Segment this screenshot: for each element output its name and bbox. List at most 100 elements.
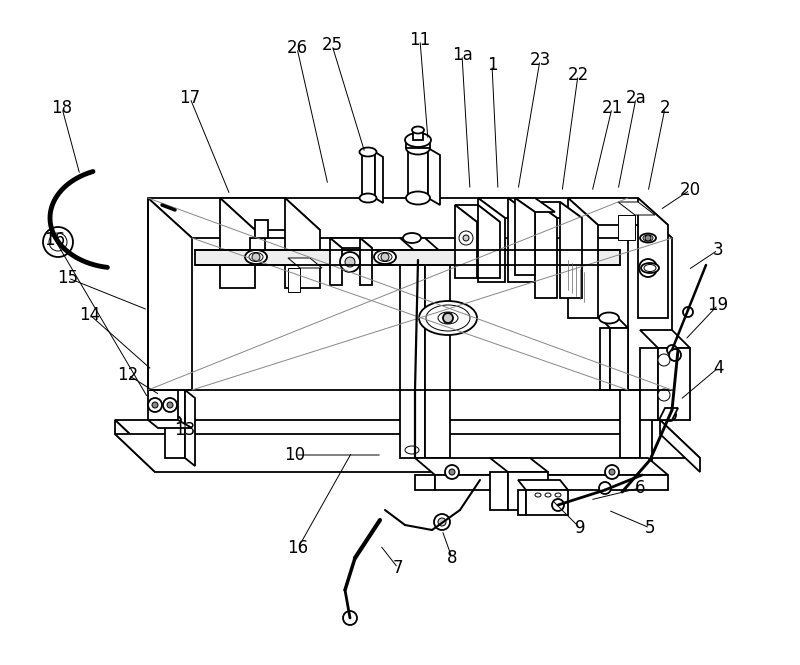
Polygon shape (362, 152, 375, 198)
Ellipse shape (419, 301, 477, 335)
Polygon shape (400, 260, 425, 458)
Circle shape (167, 402, 173, 408)
Circle shape (644, 264, 652, 272)
Polygon shape (148, 420, 192, 428)
Polygon shape (568, 198, 668, 225)
Circle shape (49, 233, 67, 251)
Ellipse shape (163, 415, 181, 425)
Ellipse shape (378, 253, 392, 261)
Circle shape (438, 518, 446, 526)
Polygon shape (535, 202, 582, 218)
Polygon shape (508, 198, 535, 282)
Circle shape (445, 465, 459, 479)
Polygon shape (640, 330, 690, 348)
Polygon shape (400, 238, 450, 260)
Text: 17: 17 (179, 89, 201, 107)
Circle shape (459, 231, 473, 245)
Text: 13: 13 (174, 421, 196, 439)
Polygon shape (413, 132, 423, 140)
Text: 18: 18 (51, 99, 73, 117)
Text: 14: 14 (79, 306, 101, 324)
Text: 19: 19 (707, 296, 729, 314)
Text: 26: 26 (286, 39, 307, 57)
Ellipse shape (426, 305, 470, 331)
Polygon shape (478, 205, 500, 278)
Polygon shape (288, 268, 300, 292)
Ellipse shape (535, 493, 541, 497)
Polygon shape (515, 198, 535, 275)
Polygon shape (628, 198, 672, 390)
Polygon shape (250, 238, 265, 255)
Text: 12: 12 (118, 366, 138, 384)
Ellipse shape (438, 312, 458, 324)
Polygon shape (330, 238, 372, 248)
Text: 8: 8 (446, 549, 458, 567)
Polygon shape (255, 220, 268, 238)
Ellipse shape (406, 192, 430, 205)
Polygon shape (660, 420, 700, 472)
Polygon shape (508, 472, 548, 510)
Circle shape (639, 259, 657, 277)
Ellipse shape (359, 148, 377, 156)
Polygon shape (518, 480, 568, 490)
Text: 20: 20 (679, 181, 701, 199)
Circle shape (443, 313, 453, 323)
Polygon shape (490, 458, 548, 472)
Ellipse shape (545, 493, 551, 497)
Polygon shape (568, 198, 598, 318)
Text: 25: 25 (322, 36, 342, 54)
Text: 6: 6 (634, 479, 646, 497)
Ellipse shape (643, 235, 653, 241)
Polygon shape (515, 198, 555, 212)
Circle shape (163, 398, 177, 412)
Polygon shape (455, 205, 500, 222)
Ellipse shape (555, 493, 561, 497)
Ellipse shape (405, 133, 431, 147)
Circle shape (449, 469, 455, 475)
Text: 3: 3 (713, 241, 723, 259)
Circle shape (599, 482, 611, 494)
Polygon shape (435, 475, 668, 490)
Text: 23: 23 (530, 51, 550, 69)
Text: 21: 21 (602, 99, 622, 117)
Circle shape (252, 253, 260, 261)
Polygon shape (478, 198, 535, 218)
Ellipse shape (166, 416, 178, 424)
Polygon shape (360, 238, 372, 285)
Circle shape (664, 409, 676, 421)
Polygon shape (610, 328, 628, 390)
Polygon shape (620, 390, 640, 458)
Ellipse shape (599, 313, 619, 323)
Circle shape (609, 469, 615, 475)
Circle shape (658, 354, 670, 366)
Polygon shape (560, 202, 582, 298)
Polygon shape (220, 198, 255, 288)
Polygon shape (415, 458, 668, 475)
Polygon shape (165, 390, 185, 458)
Circle shape (658, 389, 670, 401)
Polygon shape (115, 434, 660, 472)
Circle shape (605, 465, 619, 479)
Polygon shape (195, 250, 620, 265)
Circle shape (683, 307, 693, 317)
Text: 15: 15 (58, 269, 78, 287)
Circle shape (486, 253, 494, 261)
Polygon shape (408, 148, 428, 198)
Polygon shape (330, 238, 342, 285)
Text: 9: 9 (574, 519, 586, 537)
Circle shape (667, 345, 677, 355)
Polygon shape (455, 205, 477, 278)
Ellipse shape (405, 446, 419, 454)
Circle shape (340, 252, 360, 272)
Ellipse shape (403, 233, 421, 243)
Polygon shape (535, 202, 557, 298)
Ellipse shape (479, 250, 501, 264)
Circle shape (669, 349, 681, 361)
Text: 2a: 2a (626, 89, 646, 107)
Polygon shape (375, 152, 383, 203)
Circle shape (345, 257, 355, 267)
Circle shape (148, 398, 162, 412)
Polygon shape (285, 198, 320, 288)
Polygon shape (618, 202, 655, 215)
Text: 22: 22 (567, 66, 589, 84)
